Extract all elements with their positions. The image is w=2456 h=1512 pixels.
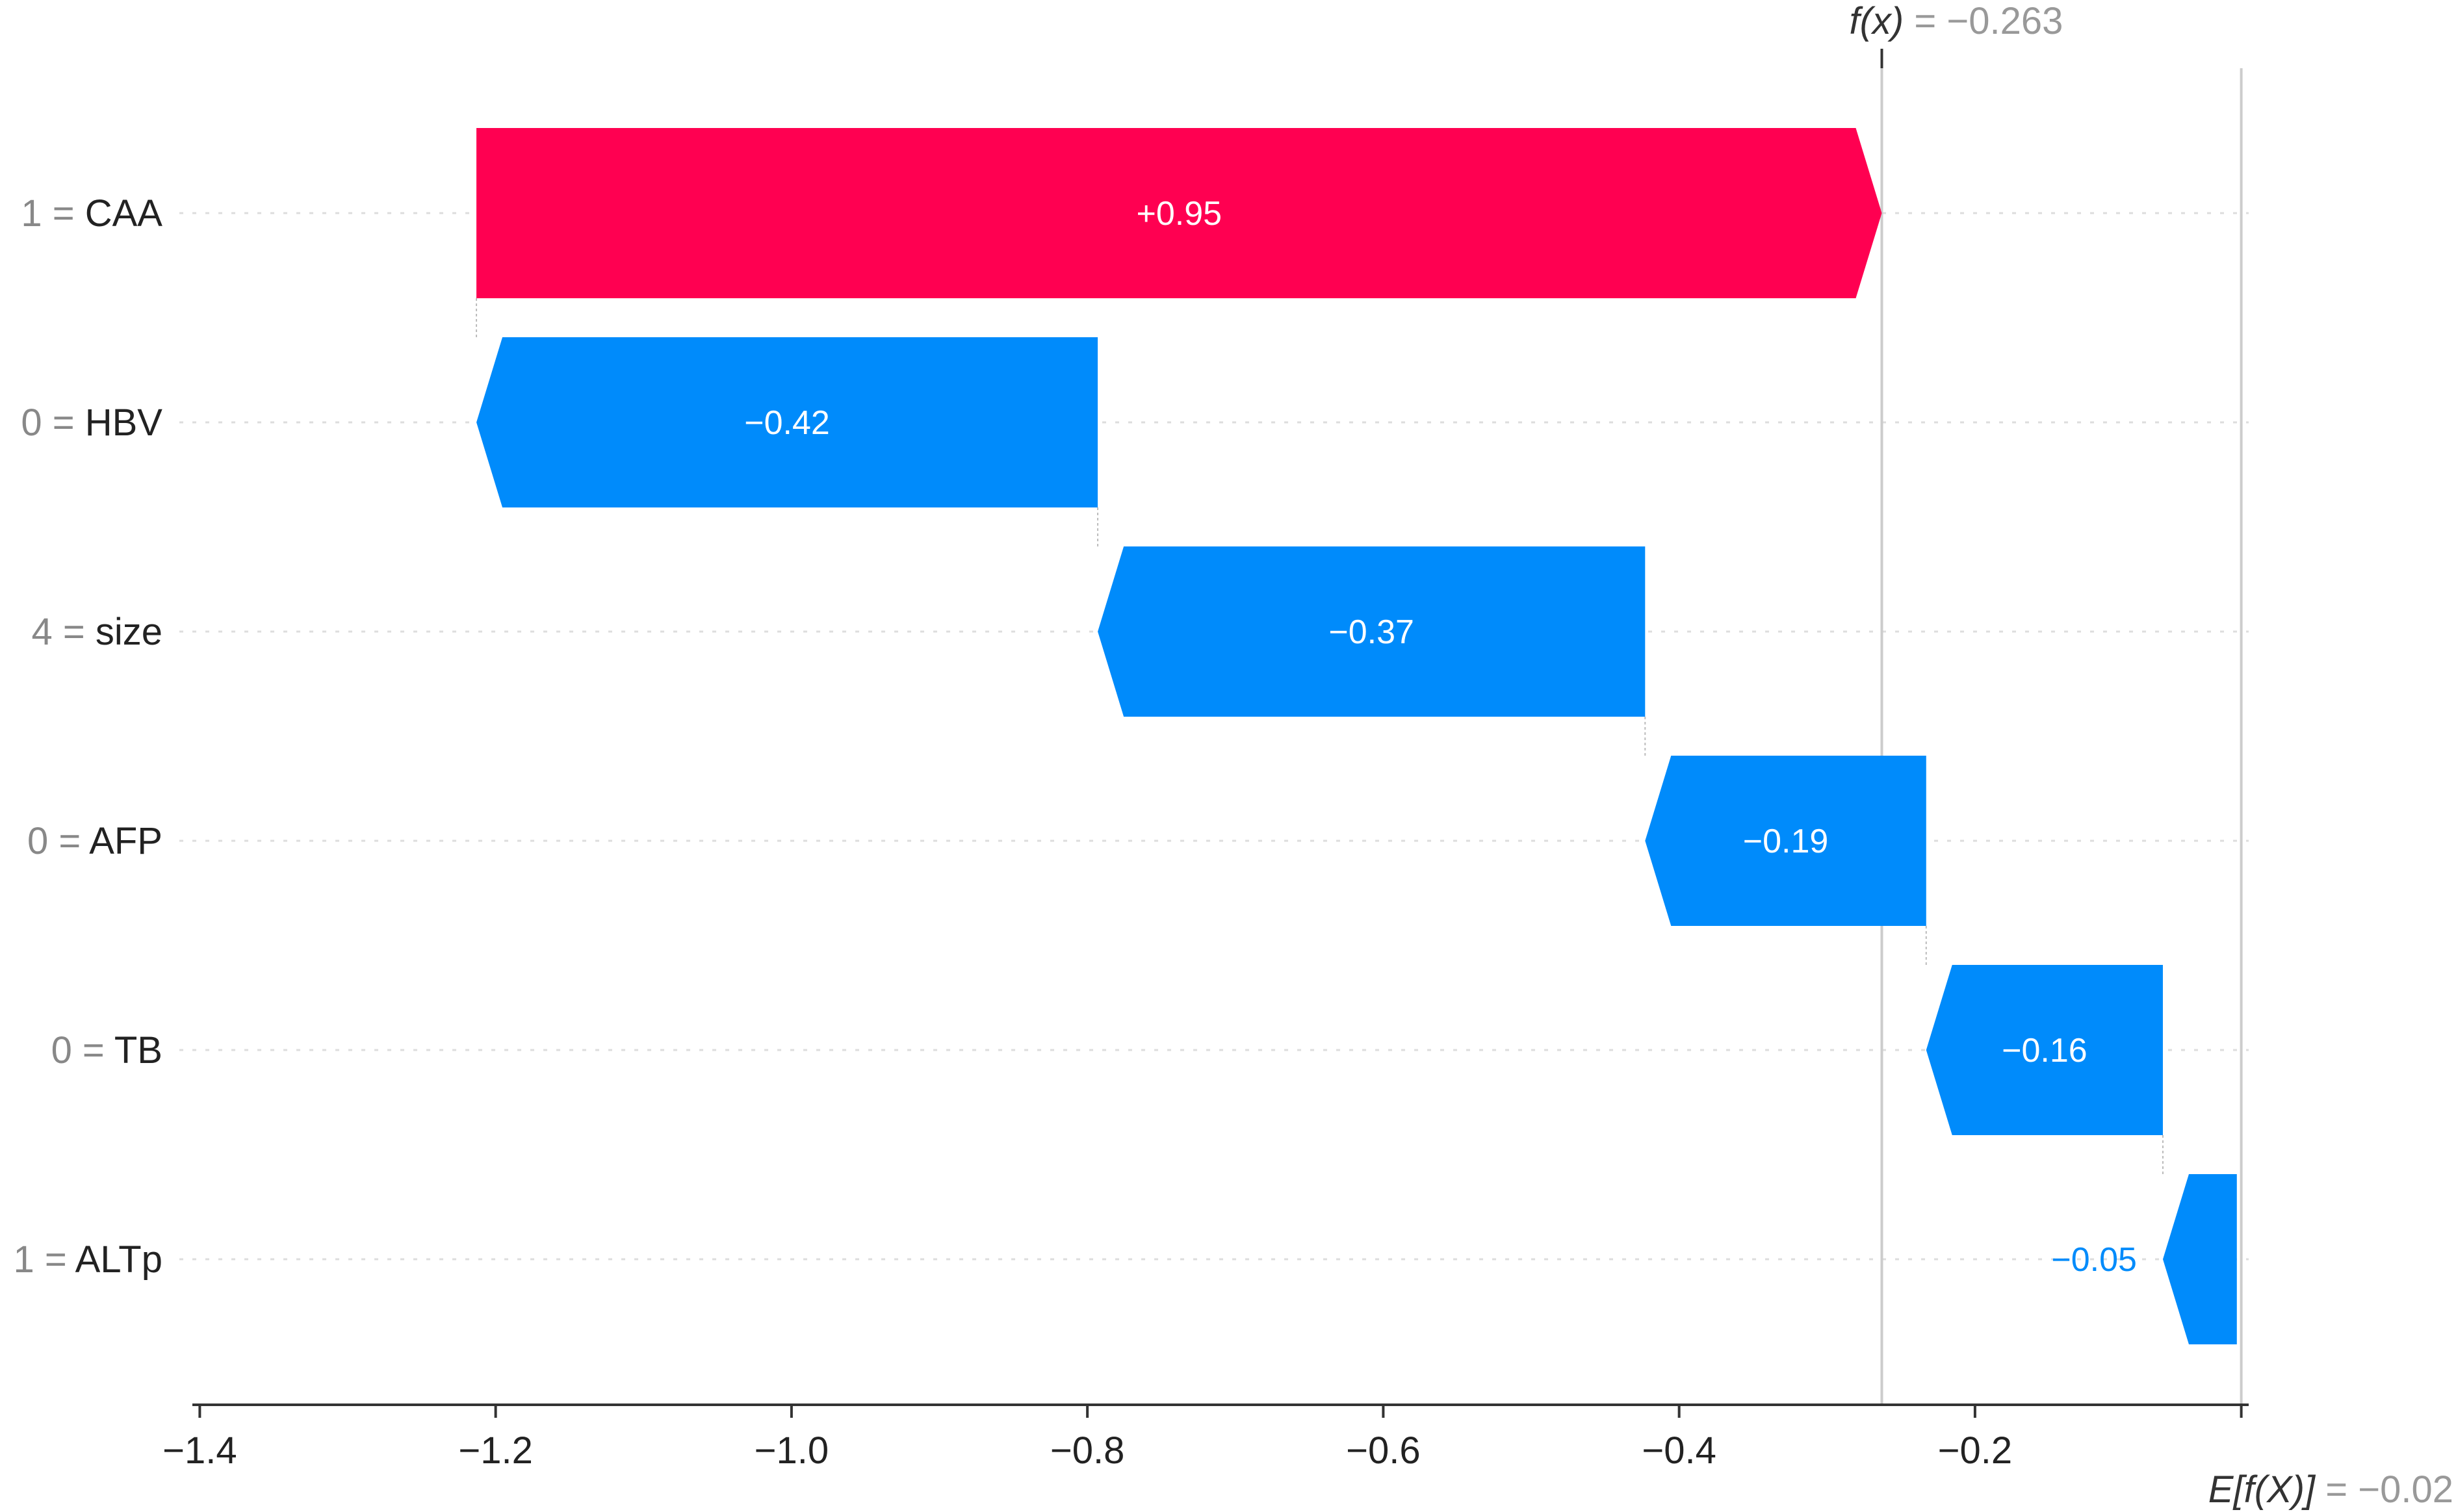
value-annotations: f(x) = −0.263 E[f(X)] = −0.02	[1849, 0, 2453, 1511]
bar-hbv	[476, 337, 1098, 507]
row-gridlines	[179, 212, 2249, 1261]
output-value-text: = −0.263	[1904, 0, 2063, 42]
x-tick-label: −0.8	[1050, 1429, 1125, 1472]
bar-caa	[476, 128, 1882, 298]
x-tick-label: −1.4	[162, 1429, 237, 1472]
feature-value: 4 =	[31, 611, 95, 653]
feature-label: 1 = CAA	[21, 192, 162, 235]
bar-value-label: −0.16	[2002, 1032, 2088, 1070]
feature-value: 0 =	[21, 402, 84, 444]
x-tick-label: −1.0	[755, 1429, 829, 1472]
bar-value-label: +0.95	[1136, 195, 1222, 233]
feature-name: AFP	[89, 820, 162, 862]
bar-altp	[2162, 1174, 2237, 1344]
feature-label: 0 = TB	[51, 1029, 162, 1071]
feature-label: 4 = size	[31, 611, 162, 653]
feature-label: 1 = ALTp	[14, 1238, 162, 1281]
bar-tb	[1926, 965, 2163, 1135]
bar-value-label: −0.05	[2051, 1241, 2137, 1279]
feature-name: CAA	[85, 192, 163, 235]
feature-name: size	[96, 611, 162, 653]
bar-afp	[1645, 756, 1926, 926]
base-value-text: = −0.02	[2315, 1468, 2453, 1511]
base-symbol: E[f(X)]	[2208, 1468, 2316, 1511]
feature-value: 1 =	[14, 1238, 75, 1281]
feature-name: ALTp	[75, 1238, 162, 1281]
bar-connectors	[476, 298, 2164, 1174]
bar-value-label: −0.19	[1743, 823, 1829, 860]
feature-value: 1 =	[21, 192, 84, 235]
x-tick-label: −1.2	[458, 1429, 533, 1472]
bar-value-label: −0.42	[744, 404, 830, 442]
bar-size	[1098, 546, 1646, 717]
feature-label: 0 = HBV	[21, 402, 162, 444]
output-value-annotation: f(x) = −0.263	[1849, 0, 2063, 42]
bar-value-label: −0.37	[1328, 613, 1414, 651]
bars: +0.95 −0.42 −0.37 −0.19 −0.16 −0.05	[476, 128, 2237, 1344]
feature-name: TB	[114, 1029, 162, 1071]
feature-value: 0 =	[27, 820, 89, 862]
feature-value: 0 =	[51, 1029, 114, 1071]
base-value-annotation: E[f(X)] = −0.02	[2208, 1468, 2453, 1511]
feature-name: HBV	[85, 402, 163, 444]
x-tick-label: −0.6	[1346, 1429, 1421, 1472]
output-symbol: f(x)	[1849, 0, 1904, 42]
feature-label: 0 = AFP	[27, 820, 162, 862]
x-tick-label: −0.4	[1642, 1429, 1716, 1472]
reference-lines	[1880, 49, 2243, 1405]
x-tick-label: −0.2	[1938, 1429, 2013, 1472]
x-axis: −1.4 −1.2 −1.0 −0.8 −0.6 −0.4 −0.2	[162, 1403, 2249, 1472]
